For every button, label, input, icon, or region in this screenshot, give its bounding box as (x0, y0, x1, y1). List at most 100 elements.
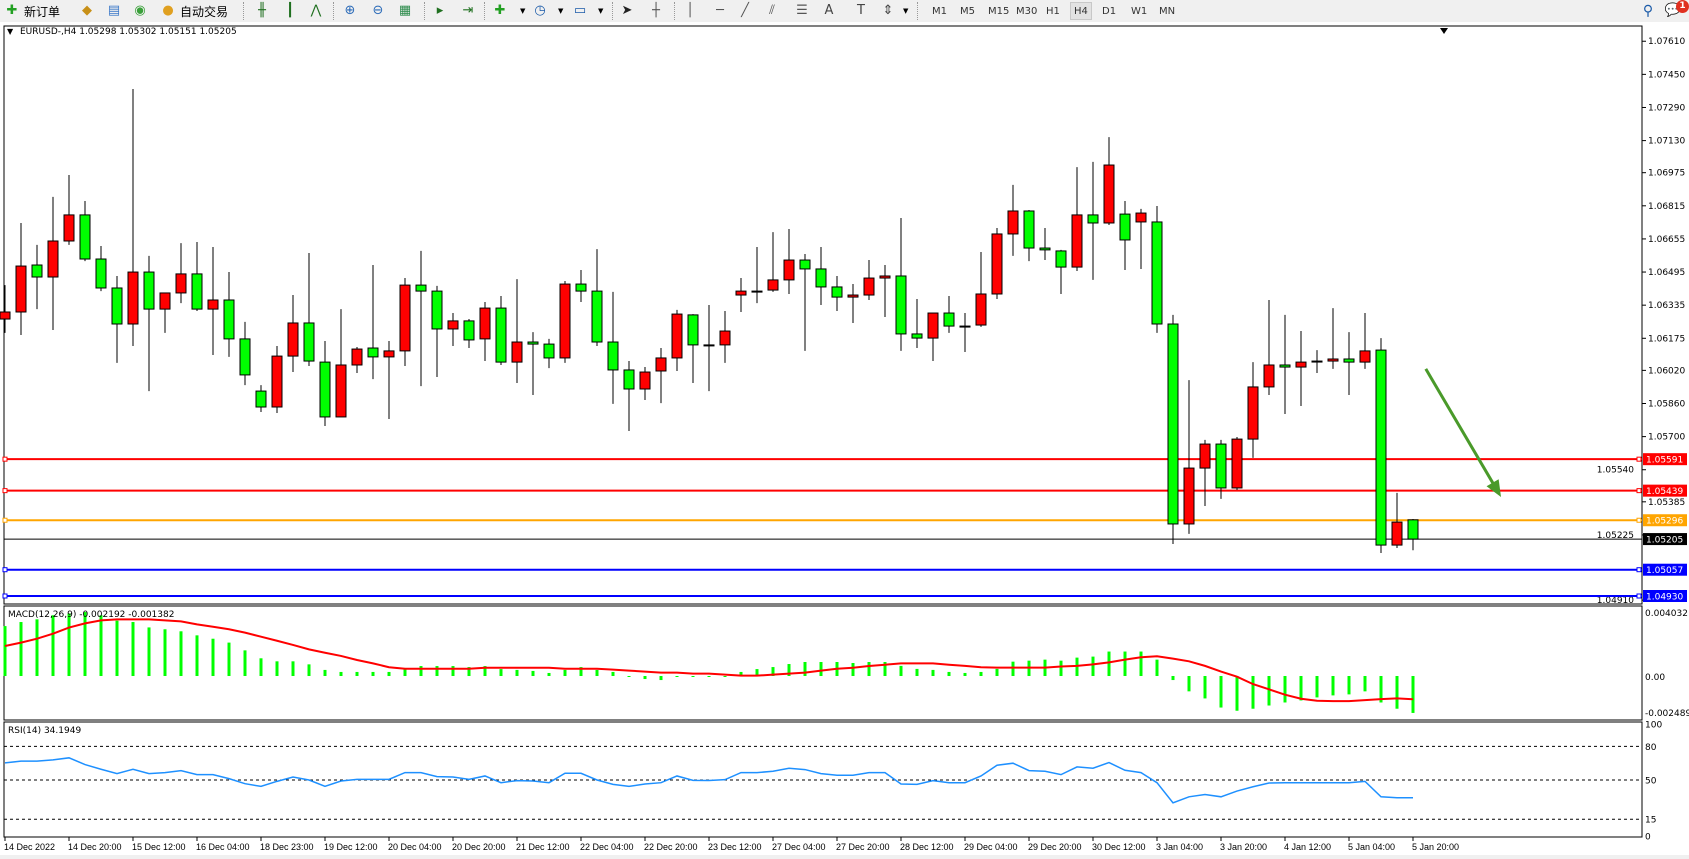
expert-advisors-button[interactable]: ◆ (79, 2, 95, 20)
candle[interactable] (1359, 313, 1371, 369)
candle[interactable] (703, 304, 715, 392)
candle[interactable] (1311, 350, 1323, 374)
line-chart-button[interactable]: ⋀ (308, 2, 324, 20)
auto-scroll-button[interactable]: ▸ (432, 2, 448, 20)
candle[interactable] (863, 260, 875, 300)
candle[interactable] (1375, 338, 1387, 553)
new-order-button[interactable]: ✚ (4, 2, 20, 20)
candle[interactable] (287, 295, 299, 373)
candle[interactable] (975, 251, 987, 327)
timeframe-h4[interactable]: H4 (1070, 2, 1092, 20)
level-handle[interactable] (1636, 517, 1642, 523)
candle[interactable] (719, 310, 731, 363)
candle[interactable] (367, 265, 379, 380)
candle[interactable] (543, 338, 555, 369)
candle[interactable] (159, 292, 171, 333)
candle[interactable] (351, 346, 363, 374)
candle[interactable] (815, 246, 827, 305)
timeframe-m15[interactable]: M15 (988, 5, 1010, 17)
candle[interactable] (271, 345, 283, 414)
candle[interactable] (1343, 332, 1355, 396)
level-handle[interactable] (1636, 593, 1642, 599)
auto-trading-button[interactable]: ● (160, 2, 176, 20)
candle[interactable] (47, 196, 59, 331)
dropdown-arrow-icon[interactable]: ▼ (903, 7, 909, 15)
timeframe-m1[interactable]: M1 (932, 5, 947, 17)
level-handle[interactable] (2, 456, 8, 462)
candle[interactable] (1151, 206, 1163, 333)
candle[interactable] (751, 246, 763, 304)
candle[interactable] (655, 348, 667, 404)
level-handle[interactable] (1636, 456, 1642, 462)
candle[interactable] (1391, 492, 1403, 548)
candle[interactable] (1231, 437, 1243, 491)
dropdown-arrow-icon[interactable]: ▼ (598, 7, 604, 15)
candle[interactable] (479, 302, 491, 362)
candle[interactable] (319, 340, 331, 427)
timeframe-d1[interactable]: D1 (1102, 5, 1117, 17)
market-watch-button[interactable]: ▤ (106, 2, 122, 20)
chart-shift-marker-icon[interactable] (1440, 28, 1448, 34)
candle[interactable] (831, 275, 843, 311)
chart-shift-button[interactable]: ⇥ (460, 2, 476, 20)
level-handle[interactable] (2, 488, 8, 494)
price-pane[interactable]: 1.07610 1.07450 1.07290 1.07130 1.06975 1.068… (0, 25, 1687, 606)
vertical-line-button[interactable]: │ (682, 2, 698, 20)
candle[interactable] (1199, 439, 1211, 506)
timeframe-m5[interactable]: M5 (960, 5, 975, 17)
level-handle[interactable] (2, 593, 8, 599)
level-handle[interactable] (1636, 567, 1642, 573)
candle[interactable] (143, 255, 155, 392)
candle[interactable] (1071, 167, 1083, 272)
candle[interactable] (783, 228, 795, 294)
candle[interactable] (911, 298, 923, 349)
candle[interactable] (463, 319, 475, 349)
candle[interactable] (0, 285, 11, 333)
candle[interactable] (223, 272, 235, 357)
bar-chart-button[interactable]: ╫ (254, 2, 270, 20)
candle[interactable] (959, 313, 971, 352)
candle[interactable] (847, 284, 859, 323)
dropdown-arrow-icon[interactable]: ▼ (558, 7, 564, 15)
new-order-button[interactable]: 新订单 (24, 4, 61, 19)
auto-trading-button[interactable]: 自动交易 (180, 4, 229, 19)
candle[interactable] (127, 89, 139, 346)
candle[interactable] (1039, 227, 1051, 261)
fibonacci-button[interactable]: ☰ (794, 2, 810, 20)
tile-windows-button[interactable]: ▦ (397, 2, 413, 20)
zoom-in-button[interactable]: ⊕ (342, 2, 358, 20)
candle[interactable] (1007, 184, 1019, 256)
equidistant-channel-button[interactable]: ⫽ (764, 2, 780, 20)
dropdown-arrow-icon[interactable]: ▼ (520, 7, 526, 15)
text-label-button[interactable]: T (853, 2, 869, 20)
trend-arrow-head-icon[interactable] (1486, 479, 1501, 498)
trend-arrow-line[interactable] (1424, 368, 1499, 491)
candle[interactable] (1167, 314, 1179, 545)
horizontal-line-button[interactable]: ─ (712, 2, 728, 20)
trend-line-button[interactable]: ╱ (737, 2, 753, 20)
candle[interactable] (623, 361, 635, 432)
timeframe-h1[interactable]: H1 (1046, 5, 1060, 17)
candle[interactable] (799, 254, 811, 351)
candle[interactable] (671, 309, 683, 371)
candle[interactable] (575, 269, 587, 303)
level-handle[interactable] (2, 517, 8, 523)
level-handle[interactable] (1636, 488, 1642, 494)
candle[interactable] (1247, 362, 1259, 458)
candle[interactable] (191, 242, 203, 311)
candle[interactable] (431, 285, 443, 377)
candlestick-button[interactable]: ┃ (282, 2, 298, 20)
candle[interactable] (95, 245, 107, 292)
candle[interactable] (1119, 201, 1131, 270)
indicators-button[interactable]: ✚ (492, 2, 508, 20)
candle[interactable] (63, 174, 75, 245)
periods-button[interactable]: ◷ (532, 2, 548, 20)
candle[interactable] (495, 296, 507, 365)
candle[interactable] (527, 332, 539, 396)
candle[interactable] (111, 275, 123, 363)
candle[interactable] (255, 385, 267, 412)
candle[interactable] (447, 313, 459, 346)
candle[interactable] (927, 312, 939, 362)
candle[interactable] (1263, 299, 1275, 396)
timeframe-mn[interactable]: MN (1159, 5, 1176, 17)
